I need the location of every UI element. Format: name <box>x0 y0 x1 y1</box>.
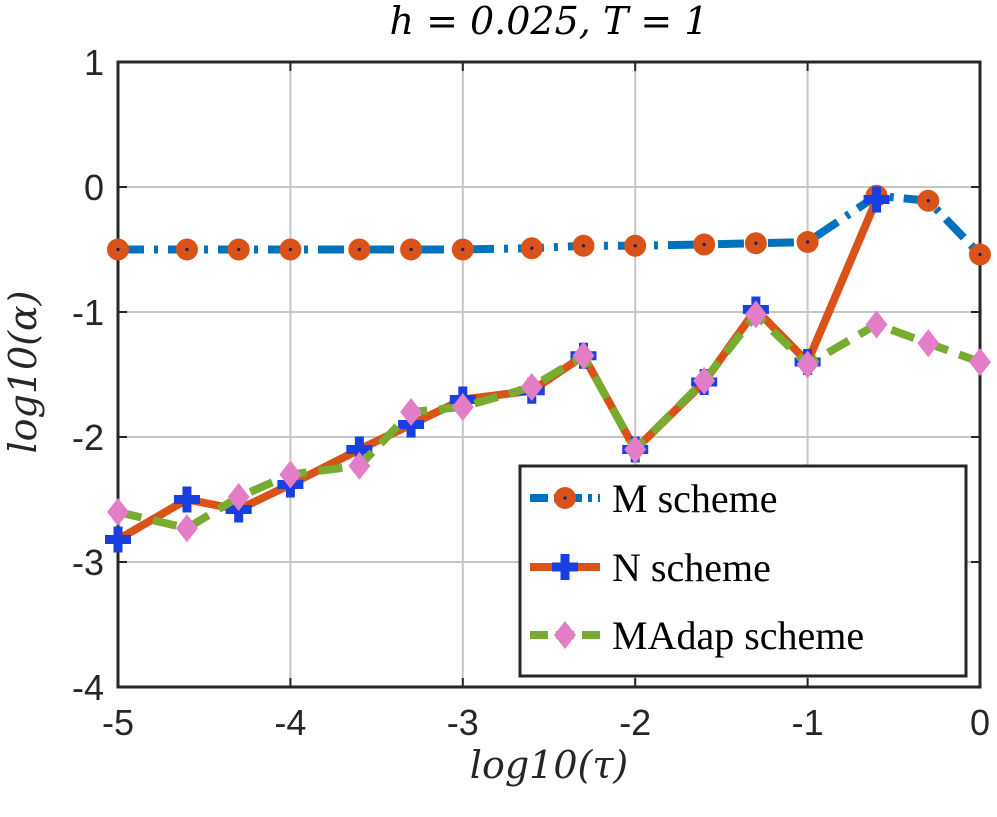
legend-marker <box>552 554 578 580</box>
legend-marker-center <box>563 496 567 500</box>
legend-item: MAdap scheme <box>530 613 864 658</box>
data-point <box>969 348 991 376</box>
legend: M scheme N scheme MAdap scheme <box>518 464 968 678</box>
data-point <box>572 341 595 370</box>
series-line <box>117 310 982 533</box>
legend-marker <box>554 621 576 649</box>
x-tick-label: 0 <box>970 702 990 743</box>
series-line <box>118 191 983 258</box>
data-point <box>105 526 131 553</box>
data-point <box>917 329 940 358</box>
series-m-scheme <box>107 184 991 266</box>
x-tick-label: -3 <box>447 702 479 743</box>
series-layer <box>105 184 991 553</box>
data-point <box>400 398 423 426</box>
data-point <box>348 451 371 480</box>
x-axis-label: log10(τ) <box>470 743 628 787</box>
data-point <box>520 373 543 401</box>
x-tick-label: -4 <box>274 702 306 743</box>
data-point-center <box>409 247 413 252</box>
x-tick-label: -5 <box>102 702 134 743</box>
data-point <box>173 486 200 513</box>
data-point <box>346 436 373 463</box>
data-point-center <box>357 247 361 252</box>
ticks <box>117 61 981 688</box>
data-point-center <box>633 244 637 248</box>
data-point-center <box>806 240 810 244</box>
data-point-center <box>530 246 534 250</box>
legend-label: MAdap scheme <box>612 613 864 658</box>
y-tick-label: -4 <box>72 667 104 708</box>
legend-label: M scheme <box>612 476 778 521</box>
y-tick-label: 0 <box>84 167 104 208</box>
data-point-center <box>237 247 241 252</box>
chart-title: h = 0.025, T = 1 <box>390 0 709 43</box>
data-point <box>451 393 474 421</box>
data-point-center <box>185 247 189 252</box>
data-point-center <box>116 247 120 252</box>
data-point <box>279 460 302 489</box>
data-point <box>796 350 819 379</box>
y-tick-label: -3 <box>72 542 104 583</box>
y-tick-label: -2 <box>72 417 104 458</box>
legend-label: N scheme <box>612 545 771 590</box>
y-axis-label: log10(α) <box>1 290 45 453</box>
x-tick-label: -1 <box>792 702 824 743</box>
data-point-center <box>978 252 982 257</box>
data-point <box>107 498 129 526</box>
tick-labels: -5 -4 -3 -2 -1 0-4-3-2-101 <box>72 42 990 743</box>
legend-item: N scheme <box>530 545 771 590</box>
data-point <box>693 366 716 395</box>
data-point-center <box>461 247 465 252</box>
data-point-center <box>702 242 706 247</box>
data-point-center <box>926 199 930 203</box>
data-point <box>865 310 888 339</box>
data-point <box>227 483 250 511</box>
data-point <box>175 514 198 543</box>
data-point-center <box>288 247 292 252</box>
data-point-center <box>754 241 758 245</box>
series-madap-scheme <box>107 300 991 543</box>
data-point <box>624 435 647 464</box>
x-tick-label: -2 <box>619 702 651 743</box>
data-point-center <box>581 244 586 248</box>
data-point <box>744 300 767 329</box>
legend-item: M scheme <box>530 476 778 521</box>
data-point <box>863 186 890 213</box>
y-tick-label: -1 <box>72 292 104 333</box>
y-tick-label: 1 <box>84 42 104 83</box>
